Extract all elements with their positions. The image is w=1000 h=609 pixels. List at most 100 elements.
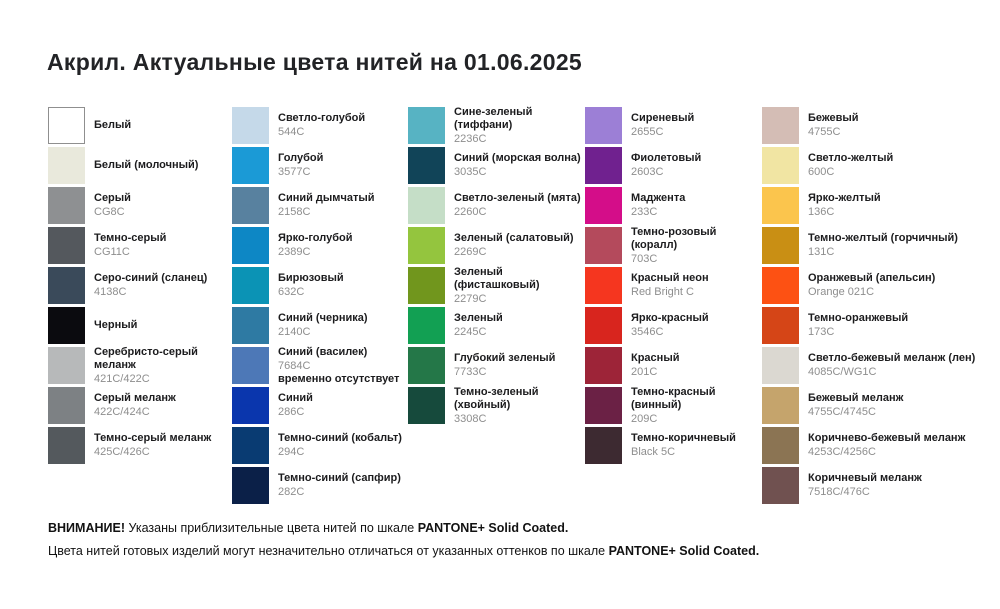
color-labels: Бежевый 4755C — [808, 107, 859, 144]
pantone-code: CG11C — [94, 246, 130, 258]
color-item: Темно-синий (кобальт) 294C — [232, 427, 408, 467]
color-name: Фиолетовый — [631, 152, 702, 164]
color-item: Коричневый меланж 7518C/476C — [762, 467, 1000, 507]
color-labels: Серо-синий (сланец) 4138C — [94, 267, 207, 304]
color-swatch — [232, 387, 269, 424]
swatch-column-blues: Светло-голубой 544C Голубой 3577C Синий … — [232, 107, 408, 507]
color-labels: Ярко-красный 3546C — [631, 307, 709, 344]
color-item: Фиолетовый 2603C — [585, 147, 762, 187]
color-labels: Темно-оранжевый 173C — [808, 307, 908, 344]
color-name: Бежевый меланж — [808, 392, 904, 404]
pantone-code: 4755C — [808, 126, 841, 138]
color-labels: Темно-синий (сапфир) 282C — [278, 467, 401, 504]
color-item: Ярко-голубой 2389C — [232, 227, 408, 267]
color-labels: Синий дымчатый 2158C — [278, 187, 375, 224]
color-item: Серый меланж 422C/424C — [48, 387, 232, 427]
color-item: Зеленый 2245C — [408, 307, 585, 347]
color-labels: Белый — [94, 107, 131, 144]
pantone-code: 2279C — [454, 292, 487, 305]
color-name: Темно-оранжевый — [808, 312, 909, 324]
color-swatch — [585, 307, 622, 344]
color-name: Маджента — [631, 192, 686, 204]
color-swatch — [232, 107, 269, 144]
color-item: Синий (морская волна) 3035C — [408, 147, 585, 187]
color-labels: Сиреневый 2655C — [631, 107, 694, 144]
color-swatch — [762, 187, 799, 224]
color-swatch — [762, 427, 799, 464]
attention-label: ВНИМАНИЕ! — [48, 521, 125, 535]
color-swatch — [232, 467, 269, 504]
color-name: Голубой — [278, 152, 324, 164]
color-swatch — [48, 387, 85, 424]
color-labels: Ярко-голубой 2389C — [278, 227, 353, 264]
swatch-column-yellows-browns: Бежевый 4755C Светло-желтый 600C Ярко-же… — [762, 107, 1000, 507]
color-labels: Темно-серый CG11C — [94, 227, 166, 264]
color-labels: Фиолетовый 2603C — [631, 147, 701, 184]
color-labels: Серый CG8C — [94, 187, 131, 224]
color-swatch — [48, 347, 85, 384]
pantone-code: 2269C — [454, 246, 487, 258]
color-swatch — [232, 347, 269, 384]
color-swatch — [48, 307, 85, 344]
pantone-code: 4085C/WG1C — [808, 366, 877, 378]
pantone-code: 2236C — [454, 132, 487, 145]
pantone-code: 3035C — [454, 166, 487, 178]
color-labels: Темно-синий (кобальт) 294C — [278, 427, 402, 464]
pantone-code: 544C — [278, 126, 305, 138]
color-name: Сине-зеленый (тиффани) — [454, 105, 533, 131]
color-swatch — [762, 347, 799, 384]
color-item: Темно-серый CG11C — [48, 227, 232, 267]
color-name: Зеленый (фисташковый) — [454, 265, 540, 291]
footer-line-2: Цвета нитей готовых изделий могут незнач… — [48, 542, 759, 560]
color-name: Бирюзовый — [278, 272, 344, 284]
color-item: Зеленый (фисташковый) 2279C — [408, 265, 585, 307]
color-swatch — [48, 107, 85, 144]
color-item: Темно-синий (сапфир) 282C — [232, 467, 408, 507]
pantone-code: 3577C — [278, 166, 311, 178]
pantone-code: 600C — [808, 166, 835, 178]
color-swatch — [762, 107, 799, 144]
color-labels: Бирюзовый 632C — [278, 267, 344, 304]
color-name: Темно-розовый (коралл) — [631, 225, 717, 251]
color-swatch — [48, 227, 85, 264]
swatch-column-reds: Сиреневый 2655C Фиолетовый 2603C Маджент… — [585, 107, 762, 507]
color-labels: Серебристо-серый меланж 421C/422C — [94, 346, 232, 385]
color-labels: Зеленый (фисташковый) 2279C — [454, 265, 585, 305]
color-swatch — [408, 267, 445, 304]
pantone-code: 421C/422C — [94, 372, 150, 385]
color-name: Коричневый меланж — [808, 472, 922, 484]
pantone-code: 173C — [808, 326, 835, 338]
footer-note: ВНИМАНИЕ! Указаны приблизительные цвета … — [48, 519, 759, 565]
color-item: Темно-розовый (коралл) 703C — [585, 225, 762, 267]
color-swatch — [585, 227, 622, 264]
pantone-code: 2260C — [454, 206, 487, 218]
color-name: Сиреневый — [631, 112, 695, 124]
pantone-code: 286C — [278, 406, 305, 418]
color-labels: Черный — [94, 307, 137, 344]
color-labels: Темно-коричневый Black 5C — [631, 427, 736, 464]
color-name: Синий (черника) — [278, 312, 368, 324]
color-name: Серый меланж — [94, 392, 176, 404]
color-labels: Светло-желтый 600C — [808, 147, 893, 184]
color-labels: Синий 286C — [278, 387, 313, 424]
color-item: Ярко-красный 3546C — [585, 307, 762, 347]
color-labels: Маджента 233C — [631, 187, 685, 224]
color-item: Глубокий зеленый 7733C — [408, 347, 585, 387]
color-name: Светло-желтый — [808, 152, 894, 164]
color-labels: Синий (василек) 7684C временно отсутству… — [278, 346, 399, 385]
color-item: Светло-бежевый меланж (лен) 4085C/WG1C — [762, 347, 1000, 387]
color-swatch — [232, 187, 269, 224]
color-item: Сине-зеленый (тиффани) 2236C — [408, 105, 585, 147]
pantone-code: 4755C/4745C — [808, 406, 876, 418]
color-swatch — [408, 387, 445, 424]
color-name: Коричнево-бежевый меланж — [808, 432, 966, 444]
color-swatch — [48, 427, 85, 464]
pantone-code: 2245C — [454, 326, 487, 338]
color-item: Серо-синий (сланец) 4138C — [48, 267, 232, 307]
color-name: Темно-желтый (горчичный) — [808, 232, 958, 244]
color-name: Темно-красный (винный) — [631, 385, 716, 411]
color-swatch — [408, 187, 445, 224]
color-swatch — [232, 147, 269, 184]
color-name: Белый (молочный) — [94, 159, 199, 171]
pantone-scale-label: PANTONE+ Solid Coated. — [608, 544, 760, 558]
